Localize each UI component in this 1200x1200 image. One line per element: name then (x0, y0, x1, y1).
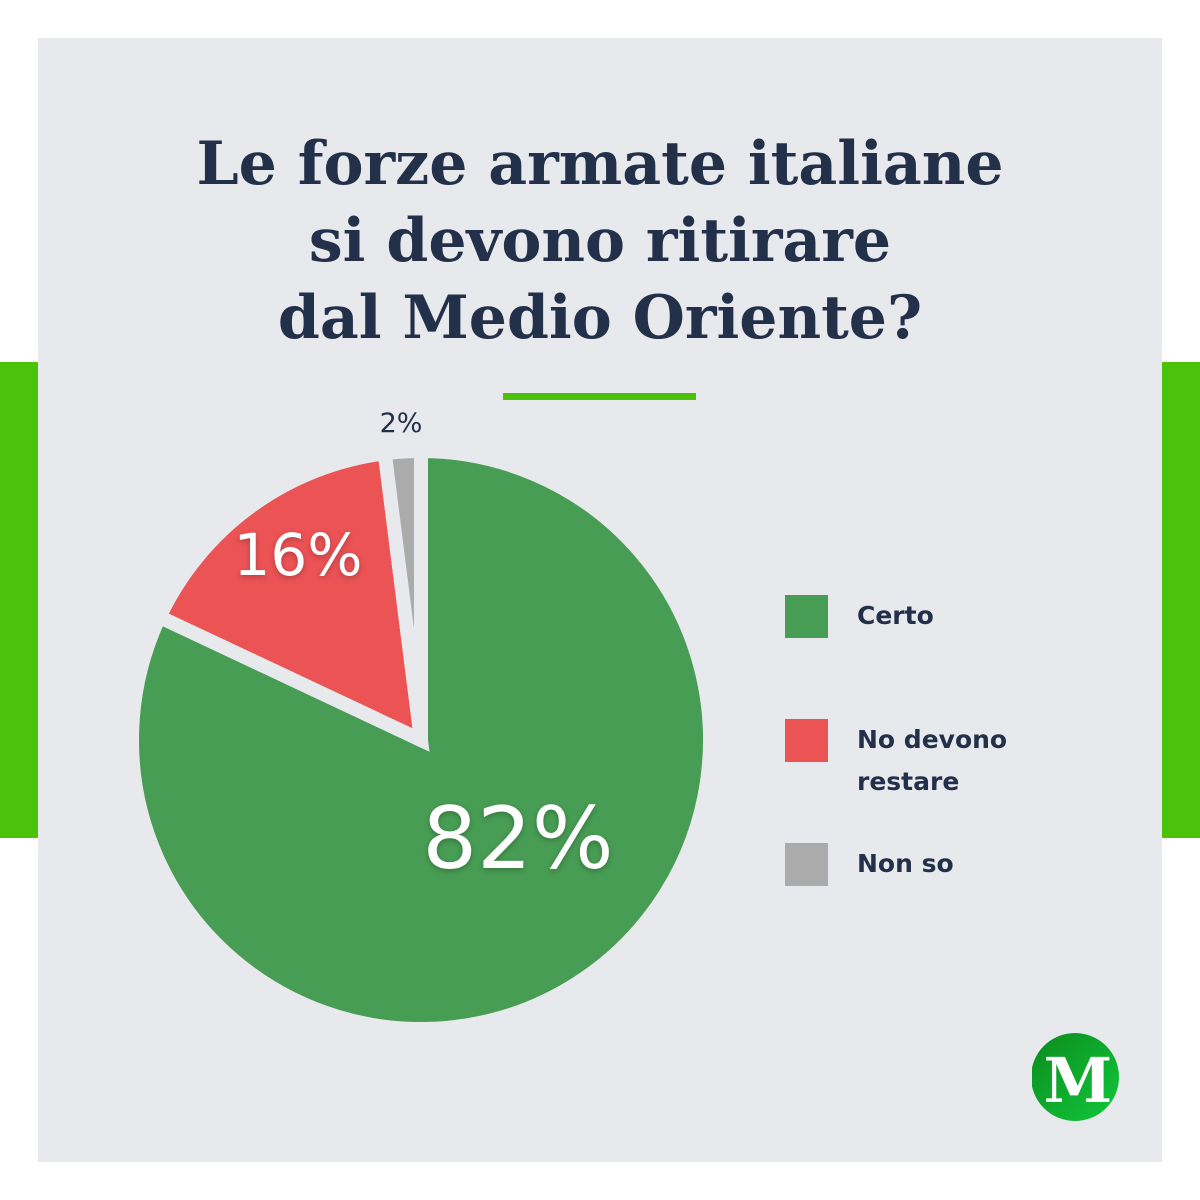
legend-item-no-devono-restare: No devono restare (785, 719, 1085, 803)
left-accent-bar (0, 362, 40, 838)
title-line: dal Medio Oriente? (277, 283, 923, 353)
title-line: si devono ritirare (308, 206, 892, 276)
chart-title: Le forze armate italiane si devono ritir… (38, 126, 1162, 357)
legend-label: Non so (857, 849, 954, 878)
brand-logo: M (1032, 1033, 1119, 1121)
right-accent-bar (1160, 362, 1200, 838)
data-label: 16% (234, 521, 363, 589)
legend-label: No devono (857, 725, 1008, 754)
legend-label: restare (857, 767, 960, 796)
legend-item-non-so: Non so (785, 843, 1085, 886)
data-label: 82% (422, 789, 613, 889)
legend-swatch (785, 843, 828, 886)
title-divider (503, 393, 696, 400)
legend-swatch (785, 595, 828, 638)
legend-swatch (785, 719, 828, 762)
title-line: Le forze armate italiane (196, 129, 1004, 199)
pie-slice-no-devono-restare (150, 445, 430, 752)
logo-letter: M (1044, 1044, 1113, 1117)
data-label: 2% (380, 408, 423, 439)
legend-item-certo: Certo (785, 595, 1085, 638)
pie-slice-non-so (376, 443, 428, 741)
legend-label: Certo (857, 601, 934, 630)
chart-panel: Le forze armate italiane si devono ritir… (38, 38, 1162, 1162)
pie-chart: 82% 16% 2% (125, 408, 717, 1036)
pie-slice-certo (125, 443, 717, 1036)
